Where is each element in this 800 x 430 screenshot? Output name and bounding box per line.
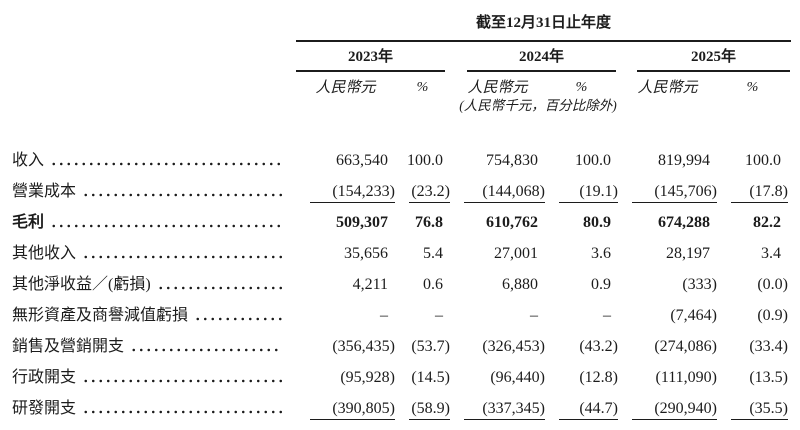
cell-y2023-pct: (23.2): [409, 180, 450, 203]
row-label: 銷售及營銷開支: [12, 338, 125, 355]
row-label-cell: 研發開支: [0, 397, 296, 428]
year-label-2025: 2025年: [690, 49, 736, 65]
dot-leader: [82, 366, 282, 397]
row-label: 毛利: [12, 214, 45, 231]
unit-note: (人民幣千元，百分比除外): [459, 98, 617, 113]
cell-y2023-pct: 5.4: [423, 245, 443, 262]
income-statement-table: 收入 663,540 100.0 754,830 100.0 819,994 1…: [0, 149, 788, 428]
cell-y2023-pct: (58.9): [409, 397, 450, 420]
row-label-cell: 毛利: [0, 211, 296, 242]
currency-unit-label-2024: 人民幣元: [467, 80, 528, 96]
row-label-cell: 其他收入: [0, 242, 296, 273]
cell-y2025-pct: 100.0: [745, 152, 781, 169]
cell-y2024-amount: (144,068): [464, 180, 545, 203]
row-label: 其他收入: [12, 245, 77, 262]
cell-y2023-pct: –: [435, 307, 443, 324]
cell-y2023-pct: (53.7): [411, 338, 450, 355]
row-label-cell: 營業成本: [0, 180, 296, 211]
year-rule-2023: [296, 70, 445, 72]
row-label-cell: 其他淨收益／(虧損): [0, 273, 296, 304]
cell-y2023-amount: (390,805): [310, 397, 395, 420]
cell-y2024-pct: (12.8): [579, 369, 618, 386]
cell-y2024-amount: 610,762: [486, 214, 538, 231]
cell-y2023-amount: (154,233): [310, 180, 395, 203]
cell-y2025-pct: (0.9): [757, 307, 788, 324]
cell-y2024-amount: (326,453): [482, 338, 545, 355]
dot-leader: [156, 273, 282, 304]
dot-leader: [194, 304, 282, 335]
cell-y2023-amount: 35,656: [344, 245, 388, 262]
cell-y2025-pct: (17.8): [731, 180, 788, 203]
percent-label-2023: %: [416, 80, 429, 95]
cell-y2023-amount: –: [380, 307, 388, 324]
cell-y2024-pct: 3.6: [591, 245, 611, 262]
cell-y2023-pct: 76.8: [415, 214, 443, 231]
dot-leader: [50, 149, 282, 180]
cell-y2025-amount: (333): [682, 276, 717, 293]
cell-y2024-pct: (19.1): [559, 180, 618, 203]
cell-y2024-amount: (337,345): [464, 397, 545, 420]
cell-y2023-amount: (356,435): [332, 338, 395, 355]
row-label-cell: 行政開支: [0, 366, 296, 397]
row-label: 收入: [12, 152, 45, 169]
row-label-cell: 銷售及營銷開支: [0, 335, 296, 366]
percent-label-2024: %: [575, 80, 588, 95]
cell-y2024-pct: 100.0: [575, 152, 611, 169]
period-header: 截至12月31日止年度: [475, 15, 611, 31]
year-rule-2025: [637, 70, 790, 72]
row-label: 研發開支: [12, 400, 77, 417]
cell-y2023-amount: 4,211: [352, 276, 388, 293]
cell-y2025-pct: 82.2: [753, 214, 781, 231]
cell-y2024-pct: –: [603, 307, 611, 324]
row-label: 無形資產及商譽減值虧損: [12, 307, 189, 324]
currency-unit-label-2023: 人民幣元: [315, 80, 376, 96]
row-label: 其他淨收益／(虧損): [12, 276, 151, 293]
cell-y2023-amount: 509,307: [336, 214, 388, 231]
cell-y2025-pct: (13.5): [749, 369, 788, 386]
cell-y2024-amount: 6,880: [502, 276, 538, 293]
cell-y2024-amount: –: [530, 307, 538, 324]
cell-y2025-pct: (33.4): [749, 338, 788, 355]
cell-y2023-amount: (95,928): [340, 369, 395, 386]
cell-y2023-pct: 100.0: [407, 152, 443, 169]
cell-y2024-amount: 754,830: [486, 152, 538, 169]
cell-y2024-pct: 80.9: [583, 214, 611, 231]
year-label-2024: 2024年: [518, 49, 564, 65]
currency-unit-label-2025: 人民幣元: [637, 80, 698, 96]
row-label: 營業成本: [12, 183, 77, 200]
year-label-2023: 2023年: [347, 49, 393, 65]
cell-y2025-amount: (111,090): [655, 369, 717, 386]
dot-leader: [130, 335, 282, 366]
cell-y2025-amount: (7,464): [670, 307, 717, 324]
dot-leader: [50, 211, 282, 242]
cell-y2024-amount: (96,440): [490, 369, 545, 386]
dot-leader: [82, 180, 282, 211]
cell-y2025-amount: 674,288: [658, 214, 710, 231]
percent-label-2025: %: [746, 80, 759, 95]
cell-y2024-pct: 0.9: [591, 276, 611, 293]
cell-y2025-amount: (145,706): [632, 180, 717, 203]
cell-y2025-pct: (35.5): [731, 397, 788, 420]
cell-y2025-amount: (274,086): [654, 338, 717, 355]
cell-y2025-pct: 3.4: [761, 245, 781, 262]
row-label-cell: 無形資產及商譽減值虧損: [0, 304, 296, 335]
cell-y2025-pct: (0.0): [757, 276, 788, 293]
dot-leader: [82, 397, 282, 428]
cell-y2023-amount: 663,540: [336, 152, 388, 169]
row-label-cell: 收入: [0, 149, 296, 180]
cell-y2023-pct: 0.6: [423, 276, 443, 293]
cell-y2024-pct: (43.2): [579, 338, 618, 355]
cell-y2025-amount: (290,940): [632, 397, 717, 420]
cell-y2024-amount: 27,001: [494, 245, 538, 262]
cell-y2024-pct: (44.7): [559, 397, 618, 420]
cell-y2025-amount: 819,994: [658, 152, 710, 169]
row-label: 行政開支: [12, 369, 77, 386]
cell-y2023-pct: (14.5): [411, 369, 450, 386]
cell-y2025-amount: 28,197: [666, 245, 710, 262]
header-top-rule: [296, 40, 791, 42]
year-rule-2024: [467, 70, 616, 72]
dot-leader: [82, 242, 282, 273]
